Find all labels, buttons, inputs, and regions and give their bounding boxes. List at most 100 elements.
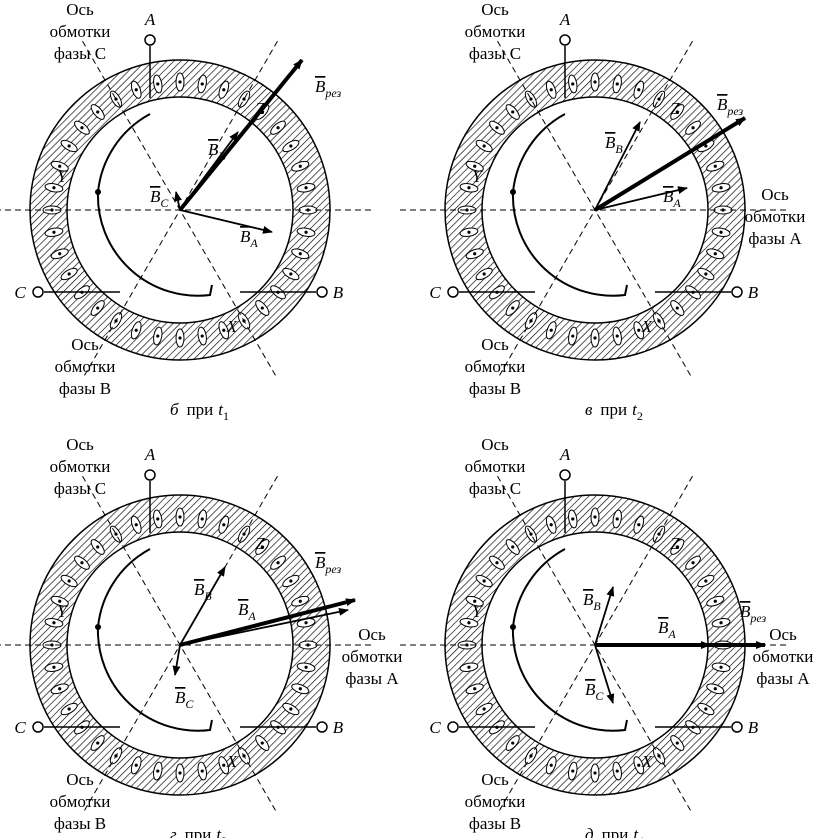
- vector-label: Bрез: [740, 602, 767, 625]
- vector-subscript: A: [247, 609, 256, 623]
- conductor: [299, 165, 302, 168]
- conductor: [467, 186, 470, 189]
- conductor: [178, 771, 181, 774]
- conductor: [96, 110, 99, 113]
- conductor: [495, 561, 498, 564]
- terminal: [448, 722, 458, 732]
- caption: вприt2: [585, 400, 643, 423]
- terminal-label: X: [226, 317, 238, 336]
- terminal-label: Z: [670, 99, 680, 118]
- stator-panel: ACBYZXОсьобмоткифазы CОсьобмоткифазы AОс…: [0, 435, 402, 838]
- terminal: [145, 470, 155, 480]
- conductor: [299, 687, 302, 690]
- conductor: [511, 110, 514, 113]
- terminal-label: Y: [57, 167, 68, 186]
- conductor: [289, 579, 292, 582]
- conductor: [550, 523, 553, 526]
- conductor: [616, 517, 619, 520]
- terminal-label: X: [226, 752, 238, 771]
- caption: бприt1: [170, 400, 229, 423]
- vector-subscript: рез: [324, 562, 341, 576]
- vector-subscript: B: [593, 599, 601, 613]
- conductor: [156, 82, 159, 85]
- conductor: [511, 545, 514, 548]
- caption: гприt3: [170, 825, 227, 838]
- conductor: [483, 272, 486, 275]
- caption-index: 1: [223, 409, 229, 423]
- caption-index: 3: [221, 834, 227, 838]
- terminal: [33, 287, 43, 297]
- conductor: [304, 231, 307, 234]
- caption-word: при: [602, 825, 629, 838]
- terminal-label: B: [748, 718, 759, 737]
- conductor: [52, 231, 55, 234]
- axis-label: обмотки: [342, 647, 403, 666]
- conductor: [714, 600, 717, 603]
- conductor: [96, 545, 99, 548]
- conductor: [473, 687, 476, 690]
- axis-label: обмотки: [50, 792, 111, 811]
- conductor: [704, 579, 707, 582]
- axis-label: фазы B: [469, 379, 521, 398]
- axis-label: фазы C: [469, 479, 521, 498]
- axis-label: фазы B: [469, 814, 521, 833]
- vector-symbol: B: [663, 187, 674, 206]
- conductor: [52, 186, 55, 189]
- axis-label: обмотки: [465, 457, 526, 476]
- caption-letter: д: [585, 825, 594, 838]
- conductor: [571, 517, 574, 520]
- conductor: [676, 741, 679, 744]
- terminal-label: B: [333, 283, 344, 302]
- conductor: [68, 144, 71, 147]
- winding-node: [510, 624, 516, 630]
- conductor: [550, 764, 553, 767]
- caption-index: 2: [637, 409, 643, 423]
- axis-label: обмотки: [465, 792, 526, 811]
- conductor: [616, 82, 619, 85]
- conductor: [571, 334, 574, 337]
- vector-label: Bрез: [315, 553, 342, 576]
- vector-label: Bрез: [717, 95, 744, 118]
- conductor: [222, 329, 225, 332]
- conductor: [276, 126, 279, 129]
- vector-symbol: B: [315, 553, 326, 572]
- conductor: [178, 336, 181, 339]
- diagram: ACBYZXОсьобмоткифазы CОсьобмоткифазы BBA…: [0, 0, 819, 838]
- axis-label: Ось: [481, 435, 509, 454]
- conductor: [483, 579, 486, 582]
- conductor: [178, 80, 181, 83]
- axis-label: Ось: [481, 335, 509, 354]
- terminal: [33, 722, 43, 732]
- axis-label: Ось: [481, 770, 509, 789]
- conductor: [68, 707, 71, 710]
- conductor: [222, 764, 225, 767]
- conductor: [593, 771, 596, 774]
- vector-symbol: B: [315, 77, 326, 96]
- vector-subscript: B: [615, 142, 623, 156]
- vector-symbol: B: [585, 680, 596, 699]
- winding-node: [95, 189, 101, 195]
- axis-label: фазы C: [54, 479, 106, 498]
- conductor: [473, 252, 476, 255]
- axis-label: Ось: [66, 770, 94, 789]
- conductor: [156, 517, 159, 520]
- conductor: [550, 88, 553, 91]
- stator-panel: ACBYZXОсьобмоткифазы CОсьобмоткифазы AОс…: [400, 0, 805, 423]
- conductor: [719, 186, 722, 189]
- conductor: [691, 561, 694, 564]
- conductor: [201, 769, 204, 772]
- vector-subscript: C: [185, 697, 194, 711]
- conductor: [289, 144, 292, 147]
- terminal-label: C: [429, 718, 441, 737]
- conductor: [571, 82, 574, 85]
- conductor: [637, 764, 640, 767]
- terminal-label: C: [429, 283, 441, 302]
- terminal: [560, 470, 570, 480]
- vector-subscript: A: [667, 627, 676, 641]
- terminal-label: A: [559, 10, 571, 29]
- axis-label: фазы A: [756, 669, 810, 688]
- conductor: [156, 769, 159, 772]
- vector-subscript: A: [672, 196, 681, 210]
- conductor: [616, 769, 619, 772]
